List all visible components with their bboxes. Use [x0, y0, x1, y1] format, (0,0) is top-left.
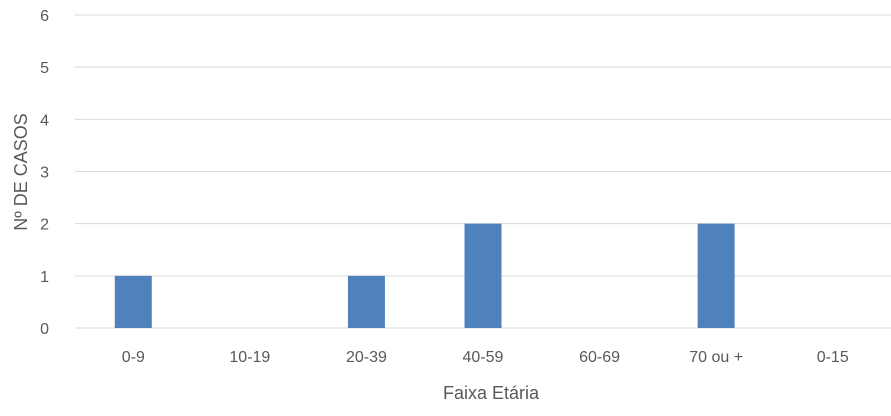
y-tick-label: 3	[40, 165, 49, 182]
x-tick-label: 20-39	[346, 349, 387, 366]
y-tick-label: 4	[40, 112, 49, 129]
y-axis-tick-labels: 0 1 2 3 4 5 6	[40, 8, 49, 338]
x-tick-label: 60-69	[579, 349, 620, 366]
y-tick-label: 5	[40, 60, 49, 77]
x-tick-label: 70 ou +	[689, 349, 743, 366]
y-tick-label: 0	[40, 321, 49, 338]
bar-0-9	[114, 275, 152, 328]
x-axis-title: Faixa Etária	[443, 383, 540, 403]
x-tick-label: 40-59	[463, 349, 504, 366]
bar-40-59	[464, 223, 502, 328]
x-tick-label: 0-9	[122, 349, 145, 366]
x-tick-label: 0-15	[817, 349, 849, 366]
x-axis-tick-labels: 0-9 10-19 20-39 40-59 60-69 70 ou + 0-15	[122, 349, 849, 366]
y-axis-title: Nº DE CASOS	[11, 113, 31, 231]
y-tick-label: 2	[40, 217, 49, 234]
bars	[114, 223, 735, 328]
y-tick-label: 6	[40, 8, 49, 25]
x-tick-label: 10-19	[229, 349, 270, 366]
y-tick-label: 1	[40, 269, 49, 286]
bar-20-39	[347, 275, 385, 328]
bar-70-ou-	[697, 223, 735, 328]
